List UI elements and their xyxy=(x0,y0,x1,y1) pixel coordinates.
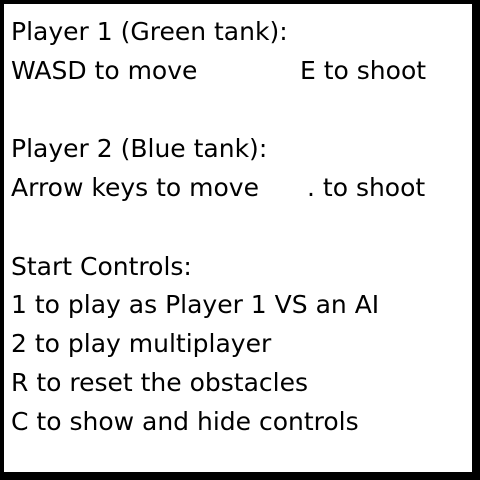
player1-heading: Player 1 (Green tank): xyxy=(11,17,288,46)
player2-heading: Player 2 (Blue tank): xyxy=(11,134,268,163)
start-controls-heading: Start Controls: xyxy=(11,252,192,281)
player1-shoot-text: E to shoot xyxy=(300,56,427,85)
start-control-item: C to show and hide controls xyxy=(11,407,359,436)
player2-move-text: Arrow keys to move xyxy=(11,173,259,202)
start-control-item: R to reset the obstacles xyxy=(11,368,309,397)
controls-panel: Player 1 (Green tank): WASD to move E to… xyxy=(4,4,472,472)
start-control-item: 2 to play multiplayer xyxy=(11,329,272,358)
player2-shoot-text: . to shoot xyxy=(307,173,426,202)
start-control-item: 1 to play as Player 1 VS an AI xyxy=(11,290,380,319)
player1-move-text: WASD to move xyxy=(11,56,198,85)
